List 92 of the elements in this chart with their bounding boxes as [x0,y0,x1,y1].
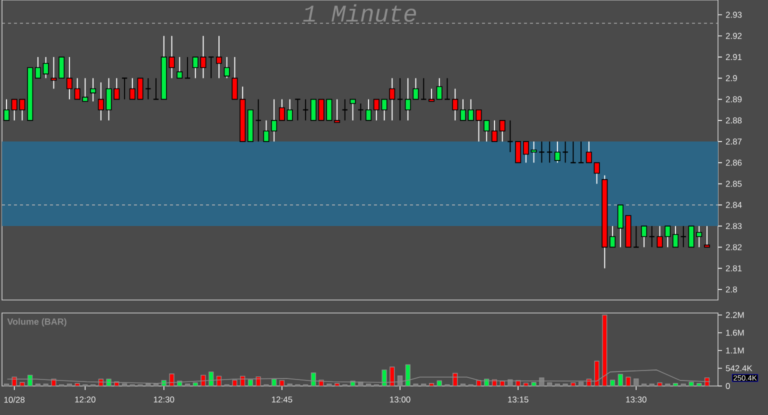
candlestick [586,141,592,164]
chart-title: 1 Minute [303,4,416,22]
y-tick-label: 2.87 [726,138,742,145]
candlestick [90,78,96,102]
candlestick [530,141,537,164]
x-tick-label: 13:30 [626,396,646,403]
candlestick [121,78,128,100]
y-tick-label: 2.83 [726,223,742,230]
candlestick [632,226,640,248]
y-tick-label: 2.92 [726,32,742,39]
candlestick [468,98,474,121]
candlestick [310,98,316,121]
y-tick-label: 2.93 [726,12,742,18]
y-tick-label: 1.1M [726,348,744,354]
y-tick-label: 2.85 [726,180,742,187]
candlestick [704,226,710,248]
y-tick-label: 2.84 [726,202,742,208]
candlestick [58,56,65,79]
y-tick-label: 2.81 [726,265,742,272]
y-tick-label: 1.6M [726,330,744,336]
candlestick [152,78,160,100]
candlestick [168,35,175,79]
y-tick-label: 2.91 [726,54,742,60]
candlestick [412,78,419,100]
candlestick [137,78,144,100]
candlestick [420,78,427,100]
bar [20,382,25,386]
candlestick [66,56,72,100]
y-tick-label: 2.89 [726,96,742,102]
y-tick-label: 2.88 [726,117,742,124]
candlestick [129,78,136,100]
candlestick [594,162,600,184]
y-tick-label: 2.8 [726,286,737,292]
bar [436,380,442,386]
candlestick [271,98,278,142]
candlestick [396,78,404,121]
x-tick-label: 12:45 [272,396,292,403]
candlestick [578,141,584,164]
candlestick [42,56,49,79]
candlestick [570,141,576,164]
candlestick [373,98,380,121]
candlestick [610,226,616,248]
candlestick [522,141,529,164]
text: Volume (BAR) [7,318,66,327]
bar [657,382,662,386]
candlestick [460,98,466,121]
y-tick-label: 2.82 [726,244,742,250]
candlestick [444,78,450,100]
candlestick [554,141,560,164]
candlestick [294,98,301,121]
candlestick [491,120,498,142]
candlestick [184,56,191,79]
x-tick-label: 12:30 [154,396,174,403]
candlestick [263,120,270,142]
candlestick [232,56,238,100]
candlestick [404,78,411,121]
y-tick-label: 2.9 [726,75,737,82]
candlestick [286,98,293,121]
candlestick [452,88,458,121]
candlestick [224,56,230,79]
y-tick-label: 0 [726,383,730,389]
candlestick [366,98,372,121]
bar [618,374,623,386]
y-tick-label: 2.2M [726,312,744,318]
bar [634,378,639,386]
candlestick [617,204,624,248]
candlestick [216,35,222,79]
x-tick-label: 10/28 [4,396,25,403]
candlestick [350,98,356,121]
candlestick [641,226,648,248]
bar [428,383,434,386]
y-tick-label: 542.4K [726,365,752,372]
candlestick [98,82,104,121]
bar [626,376,631,386]
y-tick-label: 2.86 [726,160,742,166]
candlestick [499,120,506,142]
candlestick [50,56,57,90]
candlestick [672,226,679,248]
x-tick-label: 13:15 [508,396,528,403]
candlestick [144,78,152,100]
candlestick [515,141,522,164]
bar [672,383,678,386]
bar [610,380,616,386]
candlestick [428,88,435,102]
candlestick [34,56,41,79]
candlestick [3,98,10,121]
candlestick [334,98,340,124]
candlestick [176,56,183,79]
x-tick-label: 12:20 [75,396,96,403]
candlestick [436,78,442,100]
x-tick-label: 13:00 [390,396,410,403]
candlestick [278,98,285,121]
